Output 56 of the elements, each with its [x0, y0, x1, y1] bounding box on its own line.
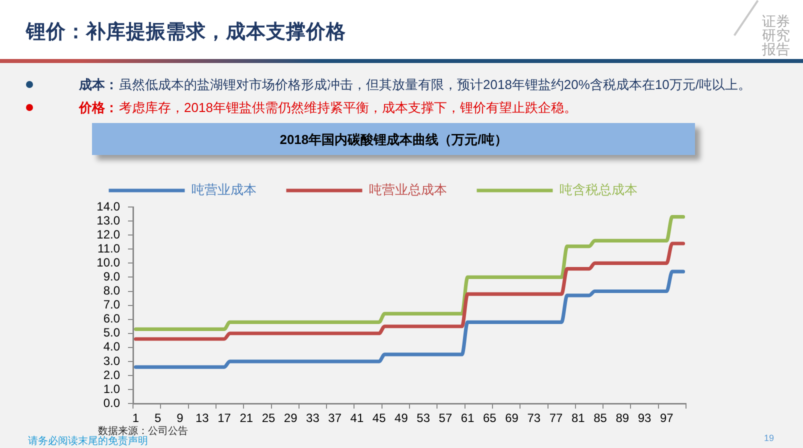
y-tick-label: 10.0: [96, 255, 120, 270]
x-tick-label: 33: [306, 411, 320, 426]
line-series: [134, 215, 686, 331]
x-tick-label: 1: [132, 411, 140, 426]
x-tick-label: 89: [616, 411, 630, 426]
text: 考虑库存，2018年锂盐供需仍然维持紧平衡，成本支撑下，锂价有望止跌企稳。: [119, 100, 577, 115]
text: 吨营业成本: [191, 182, 256, 198]
y-tick-label: 9.0: [103, 270, 120, 284]
x-tick-label: 85: [594, 411, 608, 426]
y-tick-label: 11.0: [98, 241, 120, 256]
text: 请务必阅读末尾的免责声明: [28, 436, 148, 447]
x-tick-label: 65: [483, 411, 497, 426]
x-tick-label: 77: [549, 411, 564, 426]
x-tick-label: 29: [284, 411, 298, 426]
x-tick-label: 37: [328, 411, 342, 426]
x-tick-label: 81: [571, 411, 586, 426]
x-tick-label: 73: [527, 411, 541, 426]
y-tick-label: 4.0: [103, 340, 120, 354]
y-tick-label: 8.0: [103, 284, 120, 298]
y-tick-label: 13.0: [96, 213, 120, 228]
text: 成本：: [79, 77, 118, 92]
x-tick-label: 17: [218, 411, 232, 426]
x-tick-label: 13: [195, 411, 210, 426]
y-tick-label: 14.0: [96, 199, 120, 214]
chart-title: 锂价：补库提振需求，成本支撑价格: [26, 21, 346, 43]
y-tick-label: 7.0: [103, 298, 120, 312]
text: 19: [764, 433, 774, 443]
y-tick-label: 3.0: [103, 354, 120, 368]
chart-subtitle: 2018年国内碳酸锂成本曲线（万元/吨）: [280, 132, 508, 147]
x-tick-label: 5: [154, 411, 162, 426]
x-tick-label: 25: [262, 411, 276, 426]
x-tick-label: 93: [638, 411, 652, 426]
x-tick-label: 41: [350, 411, 364, 426]
y-tick-label: 12.0: [96, 227, 120, 242]
x-tick-label: 61: [460, 411, 475, 426]
text: 吨含税总成本: [559, 182, 638, 198]
x-tick-label: 21: [240, 411, 254, 426]
x-tick-label: 97: [660, 411, 674, 426]
source-note: 数据来源：公司公告: [98, 426, 188, 437]
text: 虽然低成本的盐湖锂对市场价格形成冲击，但其放量有限，预计2018年锂盐约20%含税成本在10万元/吨以上。: [119, 77, 752, 92]
x-tick-label: 45: [372, 411, 386, 426]
y-tick-label: 5.0: [103, 326, 120, 340]
y-tick-label: 2.0: [103, 368, 120, 382]
line-series: [134, 270, 686, 369]
x-tick-label: 69: [505, 411, 519, 426]
x-tick-label: 49: [394, 411, 408, 426]
y-tick-label: 6.0: [103, 312, 120, 326]
text: 价格：: [79, 100, 118, 115]
x-tick-label: 53: [416, 411, 430, 426]
text: 证券研究报告: [762, 13, 790, 57]
line-series: [134, 242, 686, 341]
x-tick-label: 9: [176, 411, 184, 426]
y-tick-label: 0.0: [103, 396, 120, 410]
text: 吨营业总成本: [368, 182, 447, 198]
y-tick-label: 1.0: [103, 382, 120, 396]
x-tick-label: 57: [438, 411, 452, 426]
